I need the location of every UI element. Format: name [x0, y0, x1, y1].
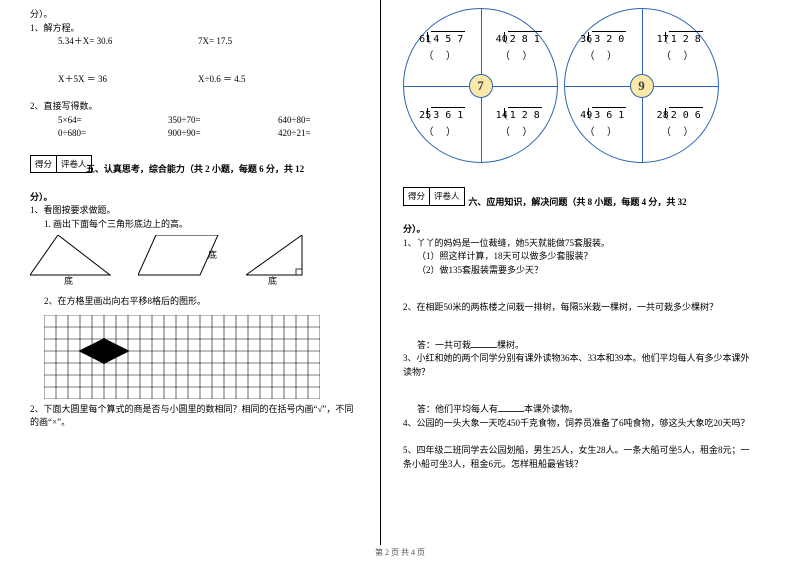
score-box: 得分 评卷人 [403, 187, 465, 206]
section5-fen: 分）。 [30, 192, 53, 202]
q1-row2: X＋5X ＝ 36 X÷0.6 ＝ 4.5 [30, 73, 360, 87]
r-q1-2: （2）做135套服装需要多少天？ [403, 264, 752, 278]
wheel-quad: 402 8 1（ ） [481, 9, 558, 86]
right-column: 7 614 5 7（ ） 402 8 1（ ） 253 6 1（ ） 141 2… [380, 0, 780, 545]
wheel-1: 7 614 5 7（ ） 402 8 1（ ） 253 6 1（ ） 141 2… [403, 8, 558, 163]
eq: 5.34＋X= 30.6 [58, 35, 198, 49]
page-footer: 第 2 页 共 4 页 [0, 547, 800, 559]
grid-figure [30, 315, 360, 399]
tri-label: 底 [268, 275, 277, 289]
score-label: 得分 [30, 155, 57, 174]
eq: 900÷90= [168, 127, 278, 141]
wheel-quad: 171 2 8（ ） [642, 9, 719, 86]
eq: 640÷80= [278, 114, 311, 128]
r-q5: 5、四年级二班同学去公园划船，男生25人，女生28人。一条大船可坐5人，租金8元… [403, 444, 752, 471]
left-column: 分）。 1、解方程。 5.34＋X= 30.6 7X= 17.5 X＋5X ＝ … [0, 0, 380, 545]
wheel-quad: 614 5 7（ ） [404, 9, 481, 86]
fragment-top: 分）。 [30, 8, 360, 22]
score-box: 得分 评卷人 [30, 155, 92, 174]
r-q2-ans: 答：一共可栽棵树。 [403, 339, 752, 353]
s5q1: 1、看图按要求做题。 [30, 204, 360, 218]
r-q1-1: （1）照这样计算，18天可以做多少套服装？ [403, 250, 752, 264]
wheel-quad: 493 6 1（ ） [565, 86, 642, 163]
q1-title: 1、解方程。 [30, 22, 360, 36]
triangles-row: 底 底 底 [30, 235, 360, 287]
s5q2: 2、下面大圆里每个算式的商是否与小圆里的数相同？相同的在括号内画“√”，不同的画… [30, 403, 360, 430]
r-q3-ans: 答：他们平均每人有本课外读物。 [403, 403, 752, 417]
triangle-2: 底 [138, 235, 228, 287]
wheel-2: 9 363 2 0（ ） 171 2 8（ ） 493 6 1（ ） 282 0… [564, 8, 719, 163]
score-label: 得分 [403, 187, 430, 206]
eq: X÷0.6 ＝ 4.5 [198, 73, 245, 87]
eq: 7X= 17.5 [198, 35, 232, 49]
s5q1-1: 1. 画出下面每个三角形底边上的高。 [30, 218, 360, 232]
s5q1-2: 2、在方格里画出向右平移8格后的图形。 [30, 295, 360, 309]
triangle-1: 底 [30, 235, 120, 287]
wheel-quad: 253 6 1（ ） [404, 86, 481, 163]
grader-label: 评卷人 [430, 187, 465, 206]
r-q1: 1、丫丫的妈妈是一位裁缝，她5天就能做75套服装。 [403, 237, 752, 251]
wheel-quad: 141 2 8（ ） [481, 86, 558, 163]
q1-row1: 5.34＋X= 30.6 7X= 17.5 [30, 35, 360, 49]
triangle-3: 底 [246, 235, 316, 287]
blank-field[interactable] [498, 403, 524, 412]
r-q4: 4、公园的一头大象一天吃450千克食物，饲养员准备了6吨食物，够这头大象吃20天… [403, 417, 752, 431]
tri-label: 底 [64, 275, 73, 289]
grid-svg [44, 315, 320, 399]
r-q2: 2、在相距50米的两栋楼之间栽一排树，每隔5米栽一棵树，一共可栽多少棵树？ [403, 301, 752, 315]
r-q3: 3、小红和她的两个同学分别有课外读物36本、33本和39本。他们平均每人有多少本… [403, 352, 752, 379]
tri-label: 底 [208, 249, 217, 263]
eq: 0÷680= [58, 127, 168, 141]
wheel-quad: 363 2 0（ ） [565, 9, 642, 86]
eq: 350÷70= [168, 114, 278, 128]
wheels-row: 7 614 5 7（ ） 402 8 1（ ） 253 6 1（ ） 141 2… [403, 8, 752, 163]
q2-row2: 0÷680= 900÷90= 420÷21= [30, 127, 360, 141]
eq: 420÷21= [278, 127, 311, 141]
eq: X＋5X ＝ 36 [58, 73, 198, 87]
eq: 5×64= [58, 114, 168, 128]
wheel-quad: 282 0 6（ ） [642, 86, 719, 163]
blank-field[interactable] [471, 339, 497, 348]
section6-fen: 分）。 [403, 224, 426, 234]
q2-title: 2、直接写得数。 [30, 100, 360, 114]
q2-row1: 5×64= 350÷70= 640÷80= [30, 114, 360, 128]
